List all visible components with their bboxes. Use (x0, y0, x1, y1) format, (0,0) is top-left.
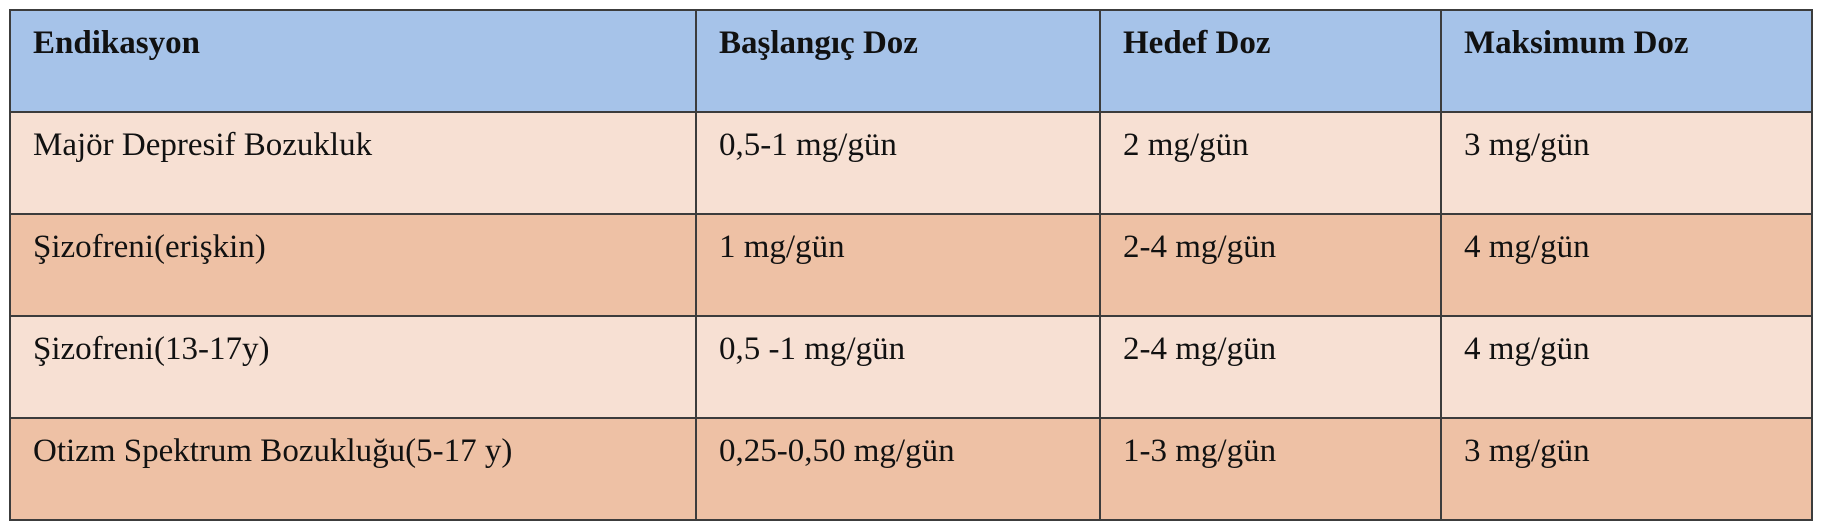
table-cell: Otizm Spektrum Bozukluğu(5-17 y) (9, 417, 697, 521)
header-cell: Endikasyon (9, 9, 697, 113)
table-row: Şizofreni(erişkin) 1 mg/gün 2-4 mg/gün 4 mg… (9, 213, 1813, 317)
table-cell: Şizofreni(erişkin) (9, 213, 697, 317)
table-cell: 0,25-0,50 mg/gün (695, 417, 1101, 521)
header-row: Endikasyon Başlangıç Doz Hedef Doz Maksimum… (9, 9, 1813, 113)
table-cell: 2-4 mg/gün (1099, 315, 1442, 419)
table-cell: 0,5-1 mg/gün (695, 111, 1101, 215)
table-cell: 2 mg/gün (1099, 111, 1442, 215)
table-cell: 4 mg/gün (1440, 213, 1813, 317)
header-cell: Hedef Doz (1099, 9, 1442, 113)
table-row: Şizofreni(13-17y) 0,5 -1 mg/gün 2-4 mg/gün… (9, 315, 1813, 419)
table-cell: 1 mg/gün (695, 213, 1101, 317)
table-cell: Majör Depresif Bozukluk (9, 111, 697, 215)
header-cell: Başlangıç Doz (695, 9, 1101, 113)
table-cell: 3 mg/gün (1440, 417, 1813, 521)
table-cell: 1-3 mg/gün (1099, 417, 1442, 521)
table-cell: 3 mg/gün (1440, 111, 1813, 215)
table-cell: Şizofreni(13-17y) (9, 315, 697, 419)
header-cell: Maksimum Doz (1440, 9, 1813, 113)
table-cell: 0,5 -1 mg/gün (695, 315, 1101, 419)
table-cell: 4 mg/gün (1440, 315, 1813, 419)
dose-table: Endikasyon Başlangıç Doz Hedef Doz Maksimum… (9, 9, 1813, 521)
table-cell: 2-4 mg/gün (1099, 213, 1442, 317)
table-row: Majör Depresif Bozukluk 0,5-1 mg/gün 2 mg/… (9, 111, 1813, 215)
table-row: Otizm Spektrum Bozukluğu(5-17 y) 0,25-0,5… (9, 417, 1813, 521)
